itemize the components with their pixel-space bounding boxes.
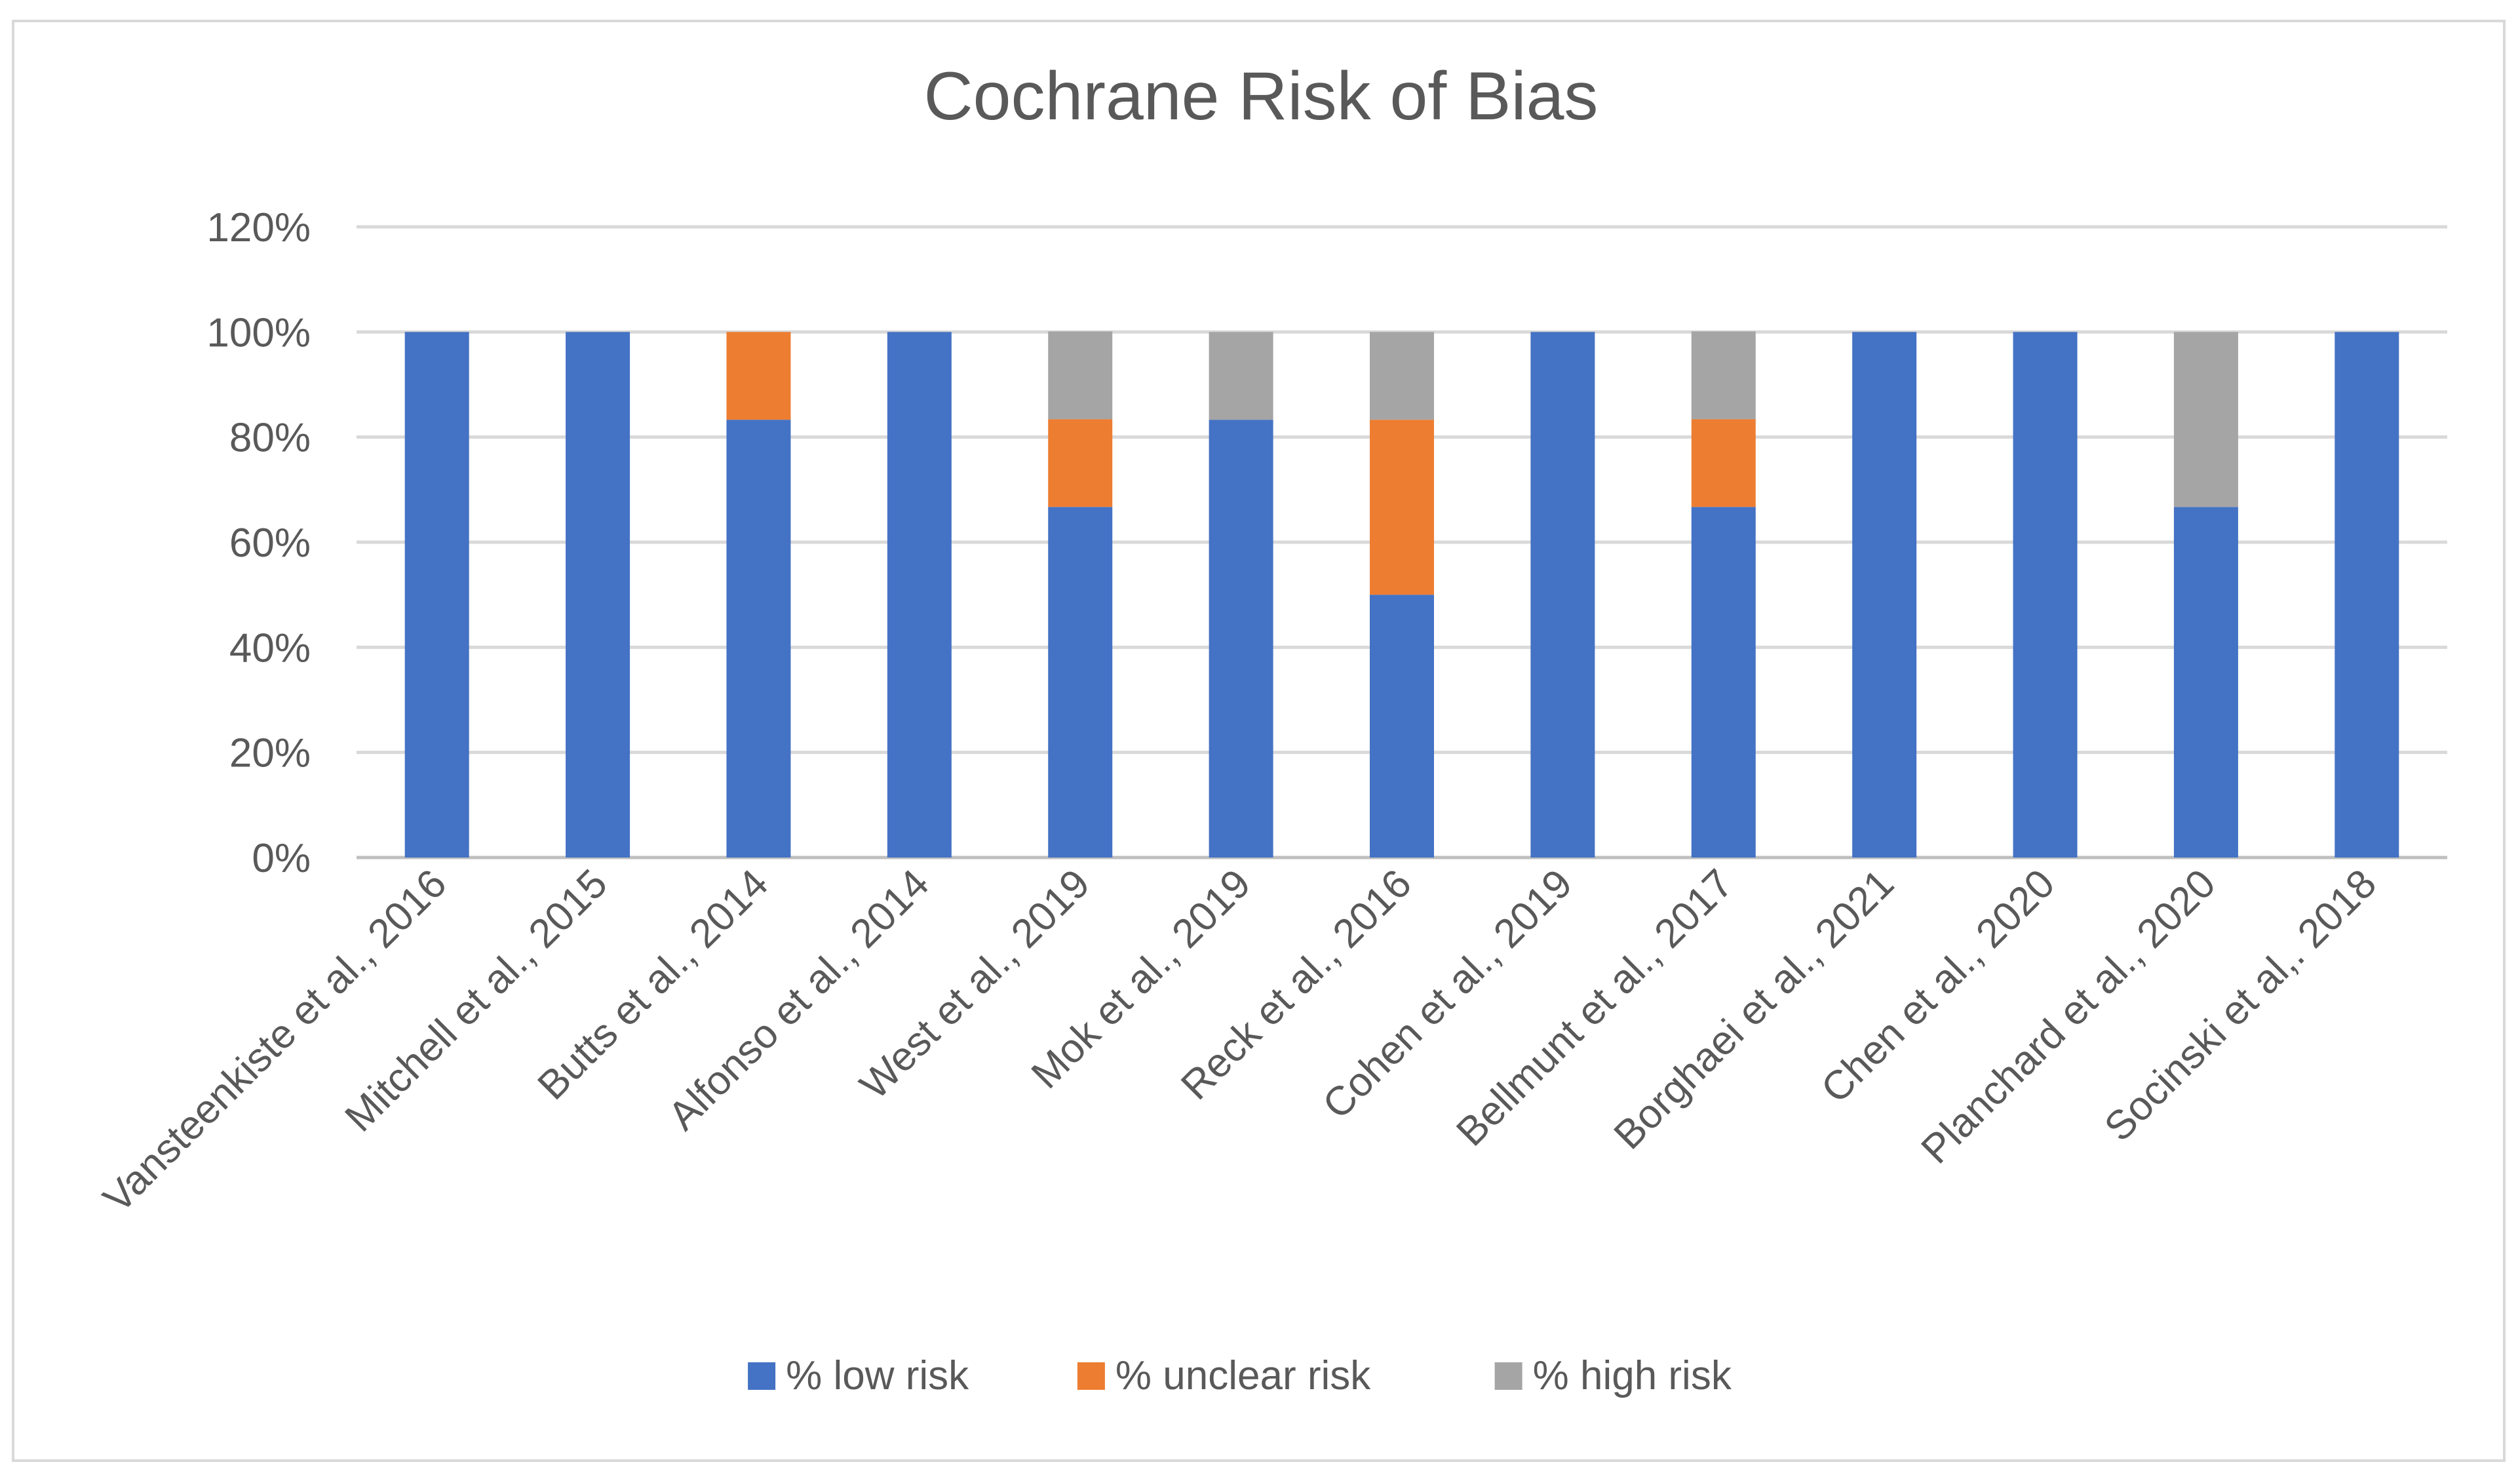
bar-segment-low-risk [566,332,630,858]
bar-segment-low-risk [1530,332,1595,858]
x-category-label: Socinski et al,. 2018 [2096,861,2385,1150]
y-axis-tick-labels: 0% 20% 40% 60% 80% 100% 120% [206,205,311,881]
y-tick-label: 60% [229,521,311,566]
bar-segment-high-risk [1691,331,1756,420]
x-category-label: Alfonso et al., 2014 [660,861,938,1139]
bar-segment-low-risk [1048,507,1113,858]
legend-label: % high risk [1533,1353,1732,1398]
bar-segment-low-risk [726,420,791,858]
x-category-label: Mitchell et al., 2015 [336,861,616,1141]
bar-segment-low-risk [2335,332,2399,858]
y-tick-label: 120% [206,205,311,250]
bar-segment-high-risk [1370,332,1434,420]
bar-segment-unclear-risk [1370,420,1434,595]
bar-segment-low-risk [404,332,469,858]
y-tick-label: 20% [229,731,311,776]
x-category-label: Bellmunt et al., 2017 [1448,861,1741,1154]
legend-swatch [748,1362,776,1390]
bar-segment-high-risk [2173,332,2238,507]
y-tick-label: 40% [229,625,311,671]
legend-swatch [1494,1362,1522,1390]
y-tick-label: 80% [229,416,311,461]
chart-title: Cochrane Risk of Bias [924,58,1599,134]
bar-segment-low-risk [2013,332,2078,858]
bar-segment-low-risk [1370,595,1434,858]
x-category-label: Planchard et al., 2020 [1913,861,2224,1172]
bar-segment-unclear-risk [726,332,791,420]
chart-area: Cochrane Risk of Bias 0% 20% 40% 60% 80% 100%… [12,20,2506,1462]
bar-segment-low-risk [1209,420,1273,858]
legend: % low risk % unclear risk % high risk [748,1353,1732,1398]
bar-segment-unclear-risk [1691,419,1756,507]
x-category-label: Vansteenkiste et al., 2016 [95,861,456,1221]
bar-segment-low-risk [2173,507,2238,858]
bar-segment-high-risk [1048,331,1113,420]
legend-swatch [1077,1362,1105,1390]
chart-canvas: Cochrane Risk of Bias 0% 20% 40% 60% 80% 100%… [95,58,2447,1398]
y-tick-label: 100% [206,310,311,355]
bar-segment-low-risk [1691,507,1756,858]
bars [404,331,2399,858]
legend-label: % low risk [786,1353,969,1398]
bar-segment-high-risk [1209,332,1273,420]
bar-segment-low-risk [887,332,952,858]
bar-segment-low-risk [1852,332,1917,858]
legend-label: % unclear risk [1115,1353,1371,1398]
bar-segment-unclear-risk [1048,419,1113,507]
y-tick-label: 0% [252,836,311,881]
x-category-label: Borghaei et al., 2021 [1606,861,1903,1158]
